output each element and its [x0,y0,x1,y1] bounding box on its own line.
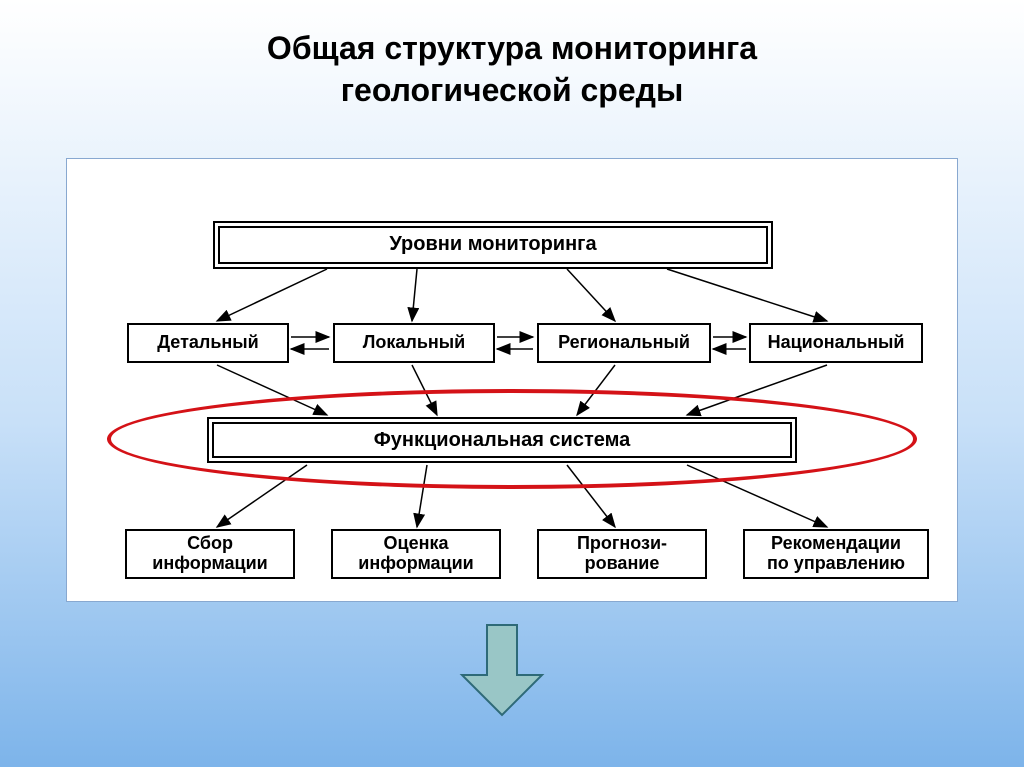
title-line-1: Общая структура мониторинга [267,30,757,66]
diagram: Уровни мониторинга Детальный Локальный Р… [67,159,957,601]
node-top: Уровни мониторинга [213,221,773,269]
page-title: Общая структура мониторинга геологическо… [0,0,1024,111]
node-level-2-label: Локальный [363,333,465,353]
diagram-frame: Уровни мониторинга Детальный Локальный Р… [66,158,958,602]
down-arrow-path [462,625,542,715]
node-level-1: Детальный [127,323,289,363]
node-out-4-label: Рекомендациипо управлению [767,534,905,574]
node-out-1-label: Сборинформации [152,534,268,574]
node-out-2: Оценкаинформации [331,529,501,579]
node-out-1: Сборинформации [125,529,295,579]
node-level-3-label: Региональный [558,333,690,353]
node-level-4: Национальный [749,323,923,363]
node-level-1-label: Детальный [157,333,258,353]
node-level-3: Региональный [537,323,711,363]
down-arrow-icon [452,620,552,720]
node-top-label: Уровни мониторинга [389,233,596,255]
node-out-4: Рекомендациипо управлению [743,529,929,579]
node-out-2-label: Оценкаинформации [358,534,474,574]
node-out-3-label: Прогнози-рование [577,534,667,574]
node-mid: Функциональная система [207,417,797,463]
node-level-2: Локальный [333,323,495,363]
node-out-3: Прогнози-рование [537,529,707,579]
slide: Общая структура мониторинга геологическо… [0,0,1024,767]
node-level-4-label: Национальный [768,333,905,353]
node-mid-label: Функциональная система [374,429,631,451]
title-line-2: геологической среды [341,72,684,108]
